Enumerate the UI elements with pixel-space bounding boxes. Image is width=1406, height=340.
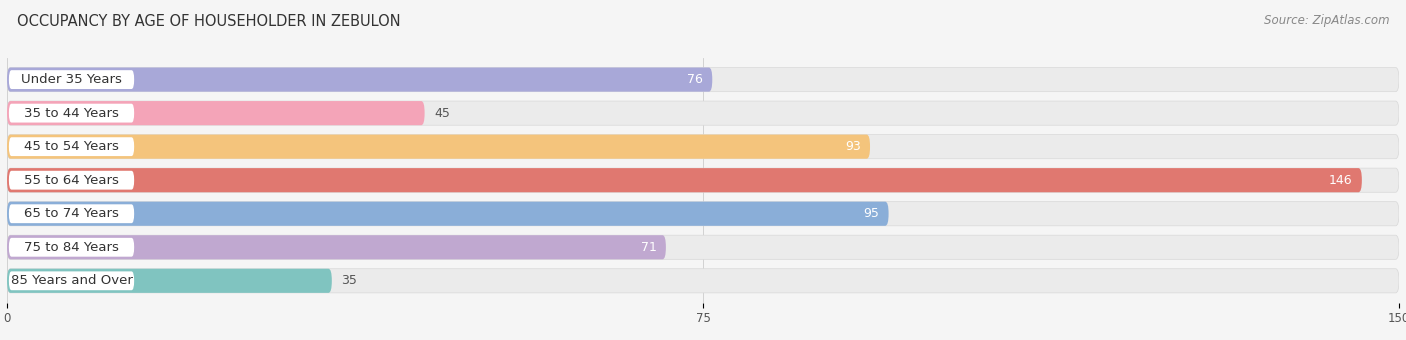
- Text: 95: 95: [863, 207, 879, 220]
- Text: Under 35 Years: Under 35 Years: [21, 73, 122, 86]
- Text: 76: 76: [688, 73, 703, 86]
- Text: 65 to 74 Years: 65 to 74 Years: [24, 207, 120, 220]
- Text: OCCUPANCY BY AGE OF HOUSEHOLDER IN ZEBULON: OCCUPANCY BY AGE OF HOUSEHOLDER IN ZEBUL…: [17, 14, 401, 29]
- FancyBboxPatch shape: [8, 171, 134, 190]
- Text: 35 to 44 Years: 35 to 44 Years: [24, 107, 120, 120]
- Text: 75 to 84 Years: 75 to 84 Years: [24, 241, 120, 254]
- FancyBboxPatch shape: [7, 168, 1399, 192]
- Text: 55 to 64 Years: 55 to 64 Years: [24, 174, 120, 187]
- FancyBboxPatch shape: [7, 135, 870, 159]
- FancyBboxPatch shape: [7, 235, 666, 259]
- FancyBboxPatch shape: [7, 235, 1399, 259]
- FancyBboxPatch shape: [7, 202, 1399, 226]
- FancyBboxPatch shape: [7, 101, 425, 125]
- Text: 85 Years and Over: 85 Years and Over: [11, 274, 132, 287]
- Text: 35: 35: [342, 274, 357, 287]
- Text: 146: 146: [1329, 174, 1353, 187]
- Text: Source: ZipAtlas.com: Source: ZipAtlas.com: [1264, 14, 1389, 27]
- Text: 45 to 54 Years: 45 to 54 Years: [24, 140, 120, 153]
- FancyBboxPatch shape: [7, 135, 1399, 159]
- FancyBboxPatch shape: [7, 269, 332, 293]
- FancyBboxPatch shape: [8, 204, 134, 223]
- FancyBboxPatch shape: [8, 271, 134, 290]
- FancyBboxPatch shape: [8, 137, 134, 156]
- FancyBboxPatch shape: [7, 168, 1362, 192]
- FancyBboxPatch shape: [7, 101, 1399, 125]
- FancyBboxPatch shape: [7, 202, 889, 226]
- FancyBboxPatch shape: [8, 104, 134, 122]
- FancyBboxPatch shape: [8, 238, 134, 257]
- FancyBboxPatch shape: [7, 269, 1399, 293]
- Text: 71: 71: [641, 241, 657, 254]
- FancyBboxPatch shape: [7, 68, 713, 92]
- FancyBboxPatch shape: [8, 70, 134, 89]
- Text: 45: 45: [434, 107, 450, 120]
- FancyBboxPatch shape: [7, 68, 1399, 92]
- Text: 93: 93: [845, 140, 860, 153]
